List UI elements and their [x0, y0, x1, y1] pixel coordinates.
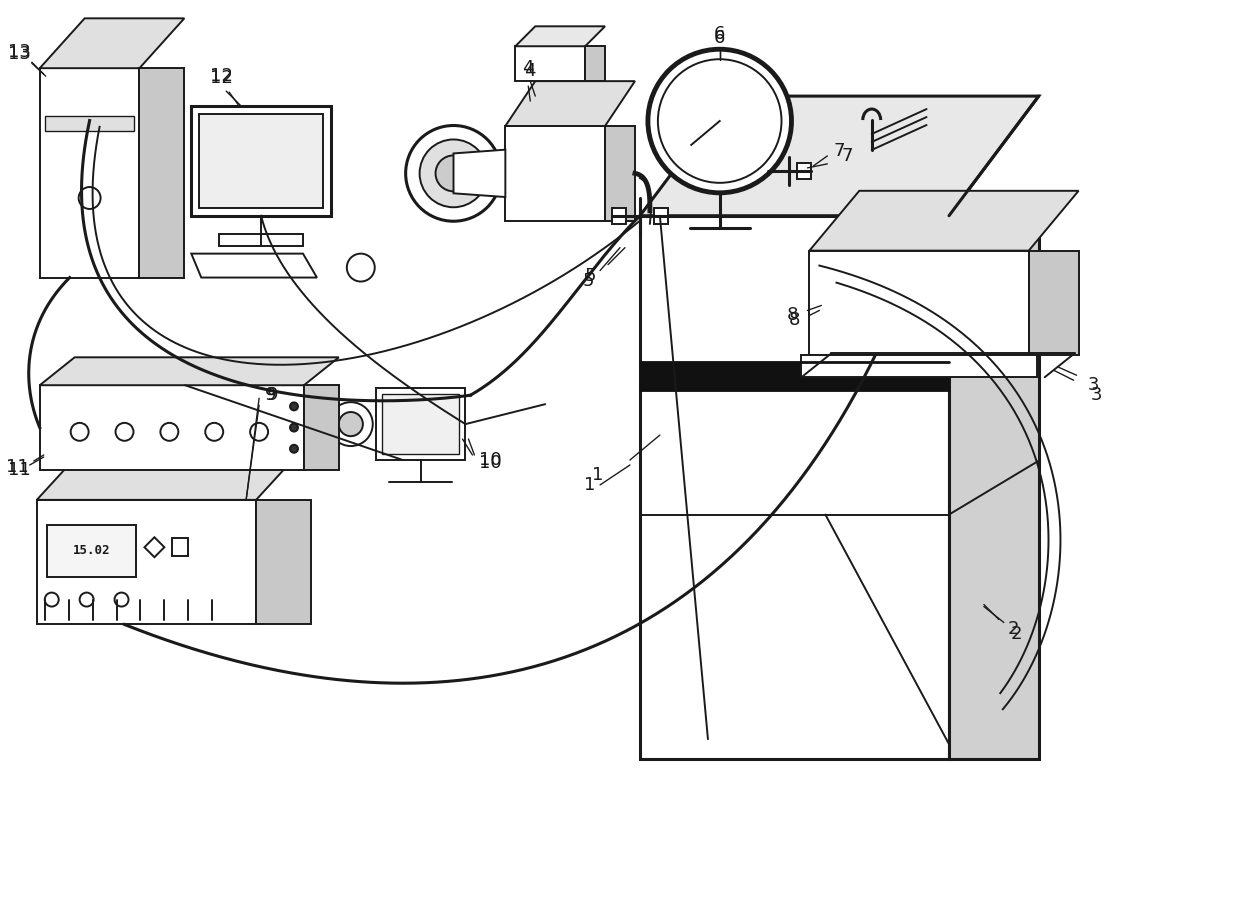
Circle shape — [114, 593, 129, 607]
Polygon shape — [45, 116, 134, 131]
Circle shape — [290, 403, 298, 411]
Circle shape — [45, 593, 58, 607]
Polygon shape — [506, 126, 605, 221]
Text: 5: 5 — [584, 266, 596, 285]
Polygon shape — [40, 385, 304, 470]
Polygon shape — [191, 253, 317, 277]
Polygon shape — [605, 126, 635, 221]
Text: 9: 9 — [265, 386, 277, 404]
Text: 9: 9 — [268, 386, 279, 404]
Circle shape — [206, 423, 223, 441]
Circle shape — [115, 423, 134, 441]
Polygon shape — [144, 537, 165, 557]
Polygon shape — [40, 69, 139, 277]
Text: 8: 8 — [789, 311, 800, 329]
Circle shape — [71, 423, 88, 441]
Text: 11: 11 — [6, 458, 30, 476]
Polygon shape — [506, 81, 635, 126]
Polygon shape — [801, 355, 1037, 377]
Text: 12: 12 — [210, 67, 233, 85]
Polygon shape — [640, 96, 1039, 216]
Polygon shape — [219, 233, 303, 245]
Polygon shape — [613, 208, 626, 223]
Polygon shape — [191, 106, 331, 216]
Polygon shape — [200, 114, 322, 208]
Text: 8: 8 — [787, 307, 799, 325]
Polygon shape — [640, 216, 949, 759]
Text: 11: 11 — [9, 461, 31, 479]
Text: 6: 6 — [714, 29, 725, 48]
Polygon shape — [653, 208, 668, 223]
Circle shape — [250, 423, 268, 441]
Polygon shape — [47, 525, 136, 577]
Text: 3: 3 — [1091, 386, 1102, 404]
Polygon shape — [797, 163, 811, 178]
Polygon shape — [949, 216, 1039, 759]
Circle shape — [78, 187, 100, 209]
Polygon shape — [40, 357, 339, 385]
Circle shape — [405, 125, 501, 221]
Text: 6: 6 — [714, 26, 725, 43]
Text: 5: 5 — [583, 272, 594, 289]
Text: 1: 1 — [593, 466, 604, 484]
Circle shape — [290, 445, 298, 453]
Polygon shape — [172, 538, 188, 556]
Polygon shape — [257, 500, 311, 625]
Polygon shape — [40, 18, 185, 69]
Text: 10: 10 — [479, 451, 502, 469]
Polygon shape — [810, 251, 1029, 355]
Polygon shape — [37, 500, 257, 625]
Text: 2: 2 — [1011, 626, 1023, 643]
Polygon shape — [376, 388, 465, 460]
Polygon shape — [585, 47, 605, 81]
Text: 7: 7 — [842, 147, 853, 165]
Circle shape — [649, 49, 791, 193]
Polygon shape — [516, 27, 605, 47]
Polygon shape — [454, 150, 506, 197]
Polygon shape — [1029, 251, 1079, 355]
Polygon shape — [382, 394, 460, 454]
Text: 4: 4 — [522, 59, 534, 77]
Text: 10: 10 — [479, 454, 502, 472]
Text: 4: 4 — [525, 62, 536, 81]
Polygon shape — [139, 69, 185, 277]
Circle shape — [419, 139, 487, 208]
Text: 12: 12 — [210, 70, 233, 87]
Text: 3: 3 — [1087, 376, 1100, 394]
Polygon shape — [304, 385, 339, 470]
Polygon shape — [810, 191, 1079, 251]
Circle shape — [658, 59, 781, 183]
Circle shape — [347, 253, 374, 282]
Polygon shape — [516, 47, 585, 81]
Circle shape — [79, 593, 93, 607]
Text: 1: 1 — [584, 476, 595, 494]
Circle shape — [160, 423, 179, 441]
Text: 15.02: 15.02 — [73, 544, 110, 557]
Circle shape — [290, 424, 298, 432]
Polygon shape — [37, 440, 311, 500]
Circle shape — [435, 156, 471, 191]
Text: 2: 2 — [1008, 620, 1019, 639]
Circle shape — [329, 403, 373, 446]
Text: 13: 13 — [9, 45, 31, 63]
Circle shape — [339, 412, 363, 436]
Text: 13: 13 — [9, 43, 31, 61]
Text: 7: 7 — [833, 142, 846, 160]
